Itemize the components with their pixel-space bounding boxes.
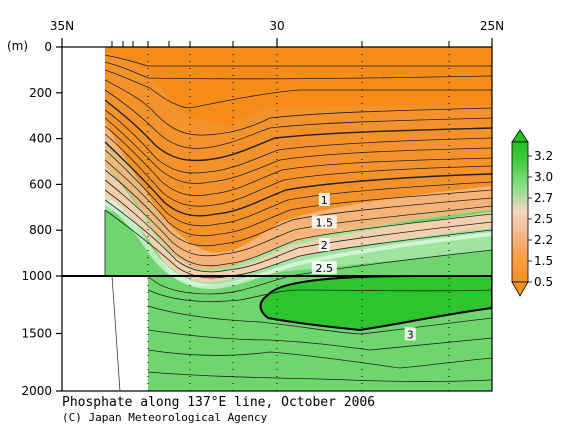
y-tick-label: 200 [29, 86, 52, 100]
contour-label-bg [318, 192, 330, 206]
colorbar-top-arrow [511, 129, 529, 143]
top-minor-ticks [111, 41, 450, 47]
colorbar-label: 3.0 [534, 170, 553, 184]
y-tick-label: 0 [44, 40, 52, 54]
credit-text: (C) Japan Meteorological Agency [62, 411, 268, 424]
y-tick-label: 2000 [21, 384, 52, 398]
colorbar-label: 1.5 [534, 254, 553, 268]
contour-label: 2.5 [316, 262, 334, 275]
colorbar-label: 2.7 [534, 191, 553, 205]
x-tick-label: 35N [50, 19, 74, 33]
colorbar-label: 2.2 [534, 233, 553, 247]
x-tick-label: 30 [269, 19, 284, 33]
y-tick-label: 1000 [21, 269, 52, 283]
y-tick-label: 400 [29, 132, 52, 146]
colorbar: 3.2 3.0 2.7 2.5 2.2 1.5 0.5 [511, 129, 553, 297]
colorbar-label: 2.5 [534, 212, 553, 226]
contour-label-bg [318, 238, 330, 252]
contour-label: 1 [321, 194, 328, 207]
colorbar-labels: 3.2 3.0 2.7 2.5 2.2 1.5 0.5 [528, 149, 553, 289]
colorbar-body [511, 141, 529, 283]
x-axis-ticks: 35N 30 25N [50, 19, 504, 47]
colorbar-label: 0.5 [534, 275, 553, 289]
contour-label: 1.5 [316, 216, 334, 229]
max-phosphate-lens [259, 275, 492, 332]
y-tick-label: 600 [29, 177, 52, 191]
contour-label: 2 [321, 239, 328, 252]
y-axis-ticks: 0 200 400 600 800 1000 1500 2000 [21, 40, 62, 398]
colorbar-label: 3.2 [534, 149, 553, 163]
contour-labels: 1 1.5 2 2.5 3 [311, 192, 416, 341]
depth-unit-label: (m) [7, 39, 28, 53]
contour-label-bg [311, 215, 337, 229]
colorbar-bottom-arrow [511, 281, 529, 297]
plot-area [62, 47, 492, 391]
contour-label-bg [311, 261, 337, 275]
contour-label-bg [404, 327, 416, 341]
chart-title: Phosphate along 137°E line, October 2006 [62, 395, 375, 410]
contour-label: 3 [407, 328, 414, 341]
contour-lines [104, 54, 492, 391]
y-tick-label: 1500 [21, 327, 52, 341]
x-tick-label: 25N [480, 19, 504, 33]
y-tick-label: 800 [29, 223, 52, 237]
